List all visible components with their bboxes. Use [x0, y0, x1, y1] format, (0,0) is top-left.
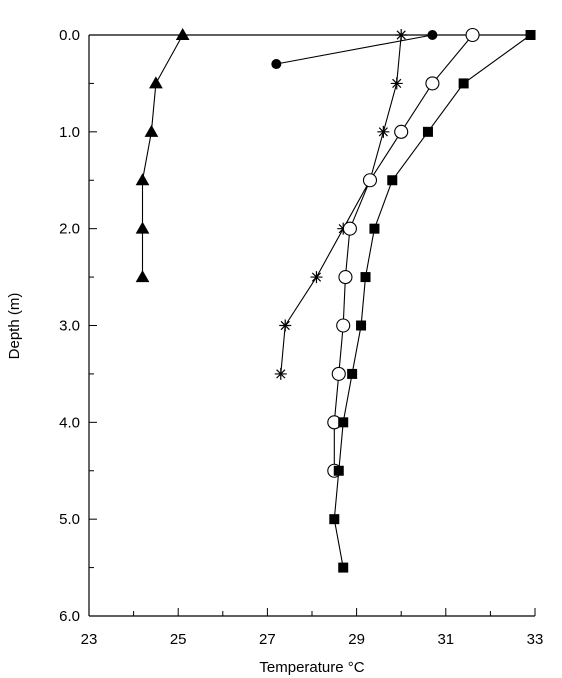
y-tick-label: 3.0	[59, 318, 80, 335]
data-point-filled-square	[338, 417, 349, 428]
data-point-asterisk	[395, 29, 408, 41]
data-point-open-circle	[425, 76, 440, 91]
series-line	[280, 34, 402, 374]
data-point-asterisk	[279, 319, 292, 332]
data-point-open-circle	[362, 173, 378, 188]
y-tick-label: 0.0	[59, 27, 80, 44]
series-4-open-circle	[327, 27, 480, 478]
axes: 23 25 27 29 31 33 0.0 1.0 2.0 3.0 4.0 5.0 6.0	[59, 27, 543, 648]
data-point-asterisk	[274, 367, 287, 380]
data-point-open-circle	[394, 124, 409, 139]
data-point-filled-square	[360, 272, 371, 283]
series-2-filled-circle	[271, 30, 438, 70]
data-point-filled-square	[347, 368, 358, 379]
series-line	[276, 34, 433, 65]
data-point-filled-triangle	[144, 124, 159, 137]
data-point-filled-circle	[427, 30, 438, 40]
series-5-filled-square	[329, 30, 536, 573]
x-axis-label: Temperature °C	[259, 659, 364, 676]
series-line	[333, 34, 531, 568]
series-line	[141, 34, 184, 278]
data-point-open-circle	[342, 221, 357, 236]
data-point-filled-square	[458, 78, 469, 89]
data-point-open-circle	[336, 318, 351, 333]
y-axis-label: Depth (m)	[6, 293, 23, 360]
series-line	[333, 34, 474, 471]
data-point-filled-square	[422, 126, 433, 137]
x-tick-label: 23	[81, 631, 98, 648]
data-point-filled-square	[387, 175, 398, 186]
data-point-filled-square	[333, 465, 344, 476]
data-point-filled-square	[329, 514, 340, 525]
data-point-asterisk	[390, 77, 403, 90]
data-point-filled-square	[369, 223, 380, 234]
y-tick-label: 1.0	[59, 124, 80, 141]
data-point-filled-triangle	[149, 76, 163, 89]
data-point-filled-triangle	[135, 173, 150, 186]
data-point-asterisk	[310, 271, 323, 284]
data-point-filled-triangle	[175, 27, 190, 40]
x-tick-label: 31	[437, 631, 454, 648]
y-tick-label: 2.0	[59, 221, 80, 238]
data-point-filled-triangle	[135, 270, 150, 283]
data-point-asterisk	[377, 125, 390, 138]
series-1-filled-triangle	[135, 27, 190, 283]
data-point-open-circle	[331, 366, 346, 381]
data-point-open-circle	[465, 27, 480, 43]
data-point-filled-triangle	[135, 221, 150, 234]
y-tick-label: 5.0	[59, 511, 80, 528]
data-point-filled-square	[338, 562, 349, 573]
y-tick-label: 6.0	[59, 608, 80, 625]
x-tick-label: 25	[170, 631, 187, 648]
x-tick-label: 29	[348, 631, 365, 648]
data-point-filled-circle	[271, 59, 282, 70]
y-tick-label: 4.0	[59, 414, 80, 431]
x-tick-label: 33	[527, 631, 544, 648]
series-group	[135, 27, 536, 573]
data-point-filled-square	[525, 30, 536, 40]
x-tick-label: 27	[259, 631, 276, 648]
data-point-open-circle	[338, 270, 353, 285]
data-point-filled-square	[356, 320, 367, 331]
